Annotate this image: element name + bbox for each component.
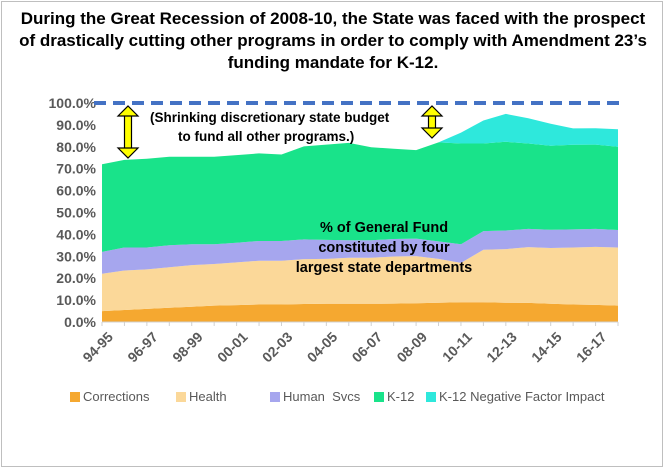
y-tick-label: 10.0%	[56, 292, 96, 308]
annotation-top-note-line: (Shrinking discretionary state budget	[150, 110, 390, 125]
x-tick-label: 02-03	[259, 329, 296, 366]
annotations: (Shrinking discretionary state budget to …	[94, 101, 624, 276]
arrow-head-up	[116, 105, 140, 117]
area-health	[102, 246, 618, 312]
legend-label: Human Svcs	[283, 389, 361, 404]
legend-item-k-12-negative-factor-impact: K-12 Negative Factor Impact	[426, 389, 604, 404]
y-axis: 0.0% 10.0% 20.0% 30.0% 40.0% 50.0% 60.0% 70.0% 8…	[49, 95, 97, 330]
legend-swatch	[426, 391, 436, 402]
area-human-svcs	[102, 228, 618, 274]
y-tick-label: 50.0%	[56, 205, 96, 221]
y-tick-label: 100.0%	[49, 95, 97, 111]
x-tick-label: 16-17	[573, 329, 610, 366]
annotation-center-note-line: constituted by four	[318, 240, 450, 256]
x-tick-label: 98-99	[169, 329, 206, 366]
arrow-head-down	[116, 147, 140, 159]
x-tick-label: 14-15	[528, 329, 565, 366]
legend-swatch	[176, 391, 186, 402]
area-series-group	[102, 113, 618, 322]
x-tick-label: 08-09	[393, 329, 430, 366]
y-tick-label: 70.0%	[56, 161, 96, 177]
annotation-top-note-line: to fund all other programs.)	[178, 129, 354, 144]
legend-item-k-12: K-12	[374, 389, 414, 404]
arrow-head-down	[420, 127, 444, 139]
annotation-center-note-line: % of General Fund	[320, 220, 448, 236]
x-tick-label: 96-97	[124, 329, 161, 366]
arrow-shaft	[427, 114, 437, 130]
annotation-center-note-line: largest state departments	[296, 260, 472, 276]
legend-label: K-12	[387, 389, 415, 404]
legend-item-corrections: Corrections	[70, 389, 149, 404]
arrow-head-up	[420, 105, 444, 117]
legend-item-human-svcs: Human Svcs	[270, 389, 360, 404]
legend-swatch	[270, 391, 280, 402]
legend-swatch	[70, 391, 80, 402]
legend-label: Health	[189, 389, 227, 404]
legend-swatch	[374, 391, 384, 402]
legend-item-health: Health	[176, 389, 227, 404]
chart-legend: Corrections Health Human Svcs K-12 K-12 Nega…	[70, 389, 650, 407]
y-tick-label: 30.0%	[56, 248, 96, 264]
double-arrow-right	[420, 105, 444, 139]
x-tick-label: 94-95	[79, 329, 116, 366]
y-tick-label: 0.0%	[64, 314, 96, 330]
arrow-shaft	[123, 114, 133, 150]
area-k-12-negative-factor-impact	[102, 113, 618, 165]
x-axis: 94-95 96-97 98-99 00-01 02-03 04-05 06-07 08-09…	[79, 321, 619, 366]
y-tick-label: 40.0%	[56, 226, 96, 242]
legend-label: Corrections	[83, 389, 150, 404]
x-tick-label: 10-11	[439, 329, 475, 365]
x-tick-label: 04-05	[304, 329, 341, 366]
chart-title: During the Great Recession of 2008-10, t…	[19, 9, 647, 72]
y-tick-label: 60.0%	[56, 183, 96, 199]
area-corrections	[102, 302, 618, 322]
y-tick-label: 90.0%	[56, 117, 96, 133]
x-tick-label: 06-07	[349, 329, 386, 366]
double-arrow-left	[116, 105, 140, 159]
x-tick-label: 12-13	[483, 329, 520, 366]
y-tick-label: 80.0%	[56, 139, 96, 155]
y-tick-label: 20.0%	[56, 270, 96, 286]
legend-label: K-12 Negative Factor Impact	[439, 389, 605, 404]
area-k-12	[102, 141, 618, 252]
x-tick-label: 00-01	[214, 329, 251, 366]
